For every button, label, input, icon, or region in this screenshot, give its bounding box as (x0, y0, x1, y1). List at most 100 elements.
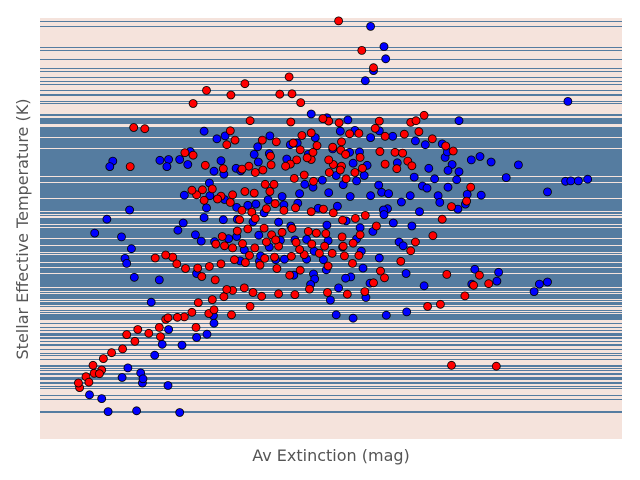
data-point-series-2 (335, 165, 345, 175)
data-point-series-2 (290, 290, 300, 300)
data-point-series-2 (84, 377, 94, 387)
data-point-series-1 (366, 191, 376, 201)
data-point-series-2 (219, 292, 229, 302)
data-point-series-2 (261, 204, 271, 214)
data-point-series-1 (263, 195, 273, 205)
data-point-series-2 (172, 259, 182, 269)
data-point-series-1 (374, 253, 384, 263)
data-point-series-1 (566, 176, 576, 186)
data-point-series-2 (238, 239, 247, 249)
data-point-series-2 (187, 307, 197, 317)
data-point-series-2 (193, 263, 203, 273)
data-point-series-2 (342, 289, 352, 299)
data-point-series-2 (423, 301, 433, 311)
data-point-series-2 (204, 261, 214, 271)
data-point-series-2 (323, 288, 332, 297)
data-point-series-2 (334, 16, 344, 26)
data-point-series-2 (435, 299, 445, 309)
data-point-series-2 (287, 224, 297, 233)
y-axis-label: Stellar Effective Temperature (K) (13, 99, 32, 360)
data-point-series-1 (359, 171, 369, 180)
data-point-series-2 (288, 138, 298, 148)
data-point-series-2 (225, 126, 235, 136)
data-point-series-2 (122, 330, 132, 340)
data-point-series-1 (430, 174, 440, 184)
data-point-series-1 (105, 162, 115, 172)
data-point-series-2 (396, 256, 406, 266)
data-point-series-1 (274, 217, 284, 227)
data-point-series-1 (154, 275, 164, 285)
data-point-series-2 (279, 205, 289, 215)
data-point-series-2 (306, 128, 316, 138)
data-point-series-2 (266, 151, 275, 161)
data-point-series-2 (270, 252, 279, 262)
data-point-series-2 (271, 235, 281, 245)
data-point-series-2 (399, 129, 409, 139)
data-point-series-1 (341, 273, 351, 283)
data-point-series-2 (341, 149, 351, 159)
data-point-series-1 (334, 283, 344, 293)
data-point-series-2 (258, 165, 268, 175)
data-point-series-1 (332, 201, 342, 211)
data-point-series-1 (199, 126, 209, 136)
data-point-series-1 (102, 214, 112, 224)
data-point-series-1 (388, 131, 398, 141)
data-point-series-2 (338, 215, 348, 225)
data-point-series-2 (284, 72, 294, 82)
data-point-series-1 (190, 230, 200, 240)
data-point-series-2 (222, 140, 232, 150)
data-point-series-1 (163, 381, 173, 390)
data-point-series-2 (237, 205, 247, 215)
data-point-series-2 (355, 230, 365, 240)
data-point-series-1 (384, 189, 394, 199)
data-point-series-2 (380, 273, 389, 283)
data-point-series-2 (257, 291, 267, 301)
data-point-series-2 (491, 361, 501, 371)
data-point-series-2 (286, 251, 296, 261)
data-point-series-2 (222, 285, 232, 294)
data-point-series-2 (341, 174, 351, 184)
data-point-series-1 (125, 205, 135, 215)
data-point-series-2 (295, 265, 305, 275)
data-point-series-2 (311, 228, 321, 238)
data-point-series-1 (117, 232, 126, 242)
data-point-series-1 (199, 213, 209, 223)
data-point-series-2 (275, 89, 285, 99)
data-point-series-1 (398, 241, 408, 251)
data-point-series-1 (138, 374, 148, 384)
data-point-series-2 (328, 142, 338, 152)
data-point-series-2 (161, 250, 171, 260)
data-point-series-1 (318, 255, 328, 265)
data-point-series-1 (196, 236, 206, 246)
data-point-series-1 (543, 187, 552, 197)
data-point-series-1 (209, 166, 219, 176)
data-point-series-1 (405, 191, 415, 201)
data-point-series-2 (484, 279, 494, 289)
data-point-series-1 (243, 200, 253, 210)
data-point-series-2 (269, 179, 279, 189)
data-point-series-1 (126, 244, 136, 254)
data-point-series-2 (390, 147, 400, 157)
data-point-series-1 (85, 390, 94, 400)
data-point-series-2 (337, 137, 346, 147)
data-point-series-2 (250, 213, 260, 223)
data-point-series-1 (583, 174, 593, 184)
data-point-series-2 (249, 188, 259, 198)
data-point-series-2 (441, 141, 451, 151)
data-point-series-1 (348, 158, 358, 168)
data-point-series-1 (419, 281, 429, 291)
data-point-series-2 (411, 116, 421, 126)
data-point-series-1 (251, 199, 261, 209)
data-point-series-2 (337, 232, 347, 242)
data-point-series-1 (360, 76, 370, 86)
data-point-series-2 (375, 147, 385, 156)
data-point-series-2 (303, 226, 313, 236)
data-point-series-2 (442, 269, 452, 279)
data-point-series-2 (334, 118, 344, 128)
x-axis-label: Av Extinction (mag) (252, 446, 410, 465)
data-point-series-2 (428, 231, 438, 241)
data-point-series-2 (240, 187, 250, 196)
data-point-series-1 (162, 162, 172, 172)
data-point-series-2 (398, 148, 408, 158)
data-point-series-1 (345, 192, 355, 201)
